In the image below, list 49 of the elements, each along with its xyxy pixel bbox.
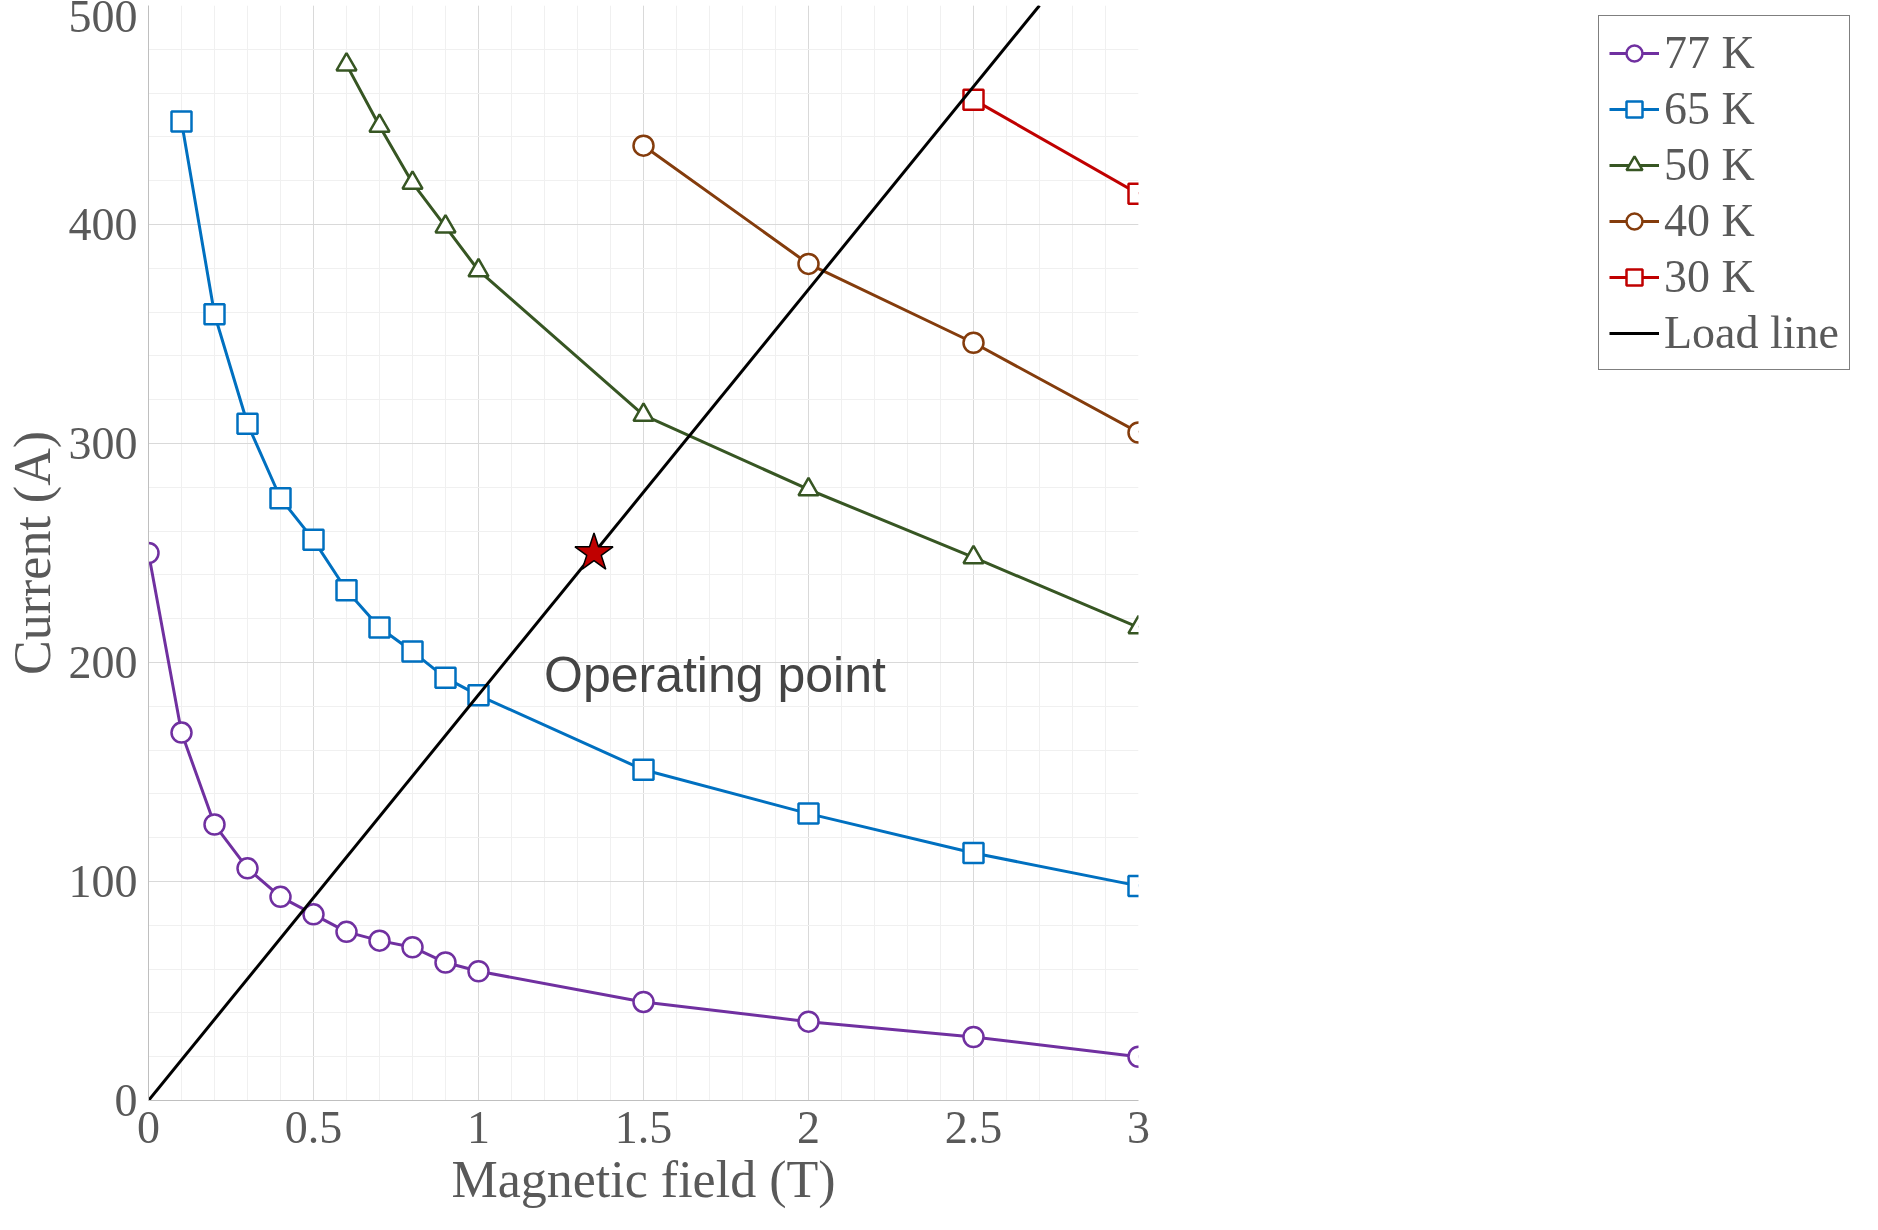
x-tick-label: 3 (1127, 1101, 1150, 1153)
point (335, 920, 358, 944)
y-tick-label: 200 (68, 637, 138, 688)
point (368, 616, 391, 639)
point (797, 1010, 820, 1033)
point (170, 721, 193, 744)
y-tick-label: 300 (68, 418, 138, 469)
point (302, 528, 325, 552)
x-tick-label: 2 (797, 1101, 820, 1153)
x-tick-label: 1.5 (614, 1101, 673, 1153)
point (632, 134, 655, 157)
point (962, 1025, 985, 1049)
point (401, 935, 424, 959)
x-tick-label: 0.5 (284, 1101, 343, 1153)
point (574, 532, 614, 570)
point (467, 960, 490, 983)
point (962, 841, 985, 865)
legend-label: 77 K (1664, 26, 1755, 79)
point (236, 412, 259, 436)
legend-label: 65 K (1664, 82, 1755, 135)
legend-label: Load line (1664, 306, 1839, 359)
point (236, 857, 259, 880)
point (632, 758, 655, 782)
point (368, 929, 391, 952)
point (269, 885, 292, 909)
point (401, 640, 424, 663)
legend-label: 30 K (1664, 250, 1755, 303)
y-tick-label: 500 (68, 0, 138, 42)
y-axis-title: Current (A) (3, 430, 62, 676)
point (632, 990, 655, 1014)
y-tick-label: 100 (68, 856, 138, 907)
point (269, 487, 292, 510)
legend-label: 50 K (1664, 138, 1755, 191)
point (335, 578, 358, 602)
point (170, 110, 193, 133)
point (797, 802, 820, 825)
x-tick-label: 2.5 (944, 1101, 1003, 1153)
annotation: Operating point (544, 647, 886, 703)
point (797, 252, 820, 276)
point (203, 303, 226, 326)
point (203, 813, 226, 836)
point (302, 903, 325, 926)
point (434, 951, 457, 974)
point (434, 666, 457, 690)
y-tick-label: 400 (68, 199, 138, 250)
point (962, 331, 985, 354)
x-axis-title: Magnetic field (T) (451, 1150, 836, 1209)
x-tick-label: 1 (467, 1101, 490, 1153)
legend-label: 40 K (1664, 194, 1755, 247)
